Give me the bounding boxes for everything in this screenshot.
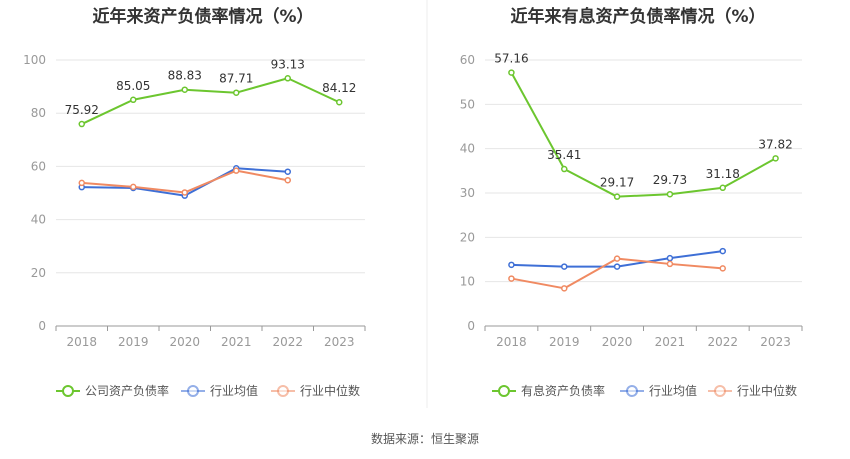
series-industry-median-point[interactable] [666, 260, 674, 268]
x-tick-label: 2020 [169, 335, 200, 349]
data-label: 29.17 [600, 176, 634, 190]
series-industry-median-point[interactable] [719, 265, 726, 272]
series-industry-mean-point[interactable] [719, 247, 726, 255]
chart-title: 近年来资产负债率情况（%） [92, 6, 313, 27]
y-tick-label: 100 [23, 53, 46, 67]
x-tick-label: 2021 [655, 335, 686, 349]
legend-item-series-industry-median[interactable]: 行业中位数 [708, 383, 797, 398]
series-interest-debt-ratio-point[interactable] [613, 193, 621, 200]
y-tick-label: 0 [467, 319, 475, 333]
legend-label: 行业中位数 [300, 383, 360, 398]
x-tick-label: 2022 [707, 335, 738, 349]
chart-panel-debt-ratio: 近年来资产负债率情况（%） 0 20 40 60 80 100 2018 2019 2020 202… [23, 6, 366, 398]
legend-swatch-marker [626, 385, 638, 397]
legend-item-series-industry-mean[interactable]: 行业均值 [181, 383, 258, 398]
series-company-debt-ratio-line [81, 77, 340, 125]
legend-label: 公司资产负债率 [85, 383, 169, 398]
series-industry-median-point[interactable] [613, 255, 621, 262]
y-tick-label: 40 [31, 213, 46, 227]
source-label: 数据来源：恒生聚源 [371, 431, 479, 446]
data-label: 88.83 [168, 69, 202, 83]
series-industry-median-point[interactable] [78, 179, 85, 187]
y-tick-label: 60 [460, 53, 475, 67]
legend-item-series-industry-mean[interactable]: 行业均值 [620, 383, 697, 398]
data-label: 75.92 [65, 103, 99, 117]
y-tick-label: 30 [460, 186, 475, 200]
x-tick-label: 2021 [221, 335, 252, 349]
series-company-debt-ratio-point[interactable] [336, 98, 343, 106]
x-tick-label: 2022 [272, 335, 303, 349]
legend-swatch-marker [277, 385, 289, 397]
chart-title: 近年来有息资产负债率情况（%） [510, 6, 765, 27]
legend-item-series-interest-debt-ratio[interactable]: 有息资产负债率 [492, 383, 605, 398]
legend-item-series-industry-median[interactable]: 行业中位数 [271, 383, 360, 398]
series-industry-median-line [511, 257, 723, 290]
series-industry-median-line [81, 169, 288, 194]
x-tick-label: 2020 [602, 335, 633, 349]
x-tick-label: 2018 [66, 335, 97, 349]
legend-swatch-marker [714, 385, 726, 397]
legend-label: 行业中位数 [737, 383, 797, 398]
y-tick-label: 20 [31, 266, 46, 280]
series-company-debt-ratio-point[interactable] [78, 120, 85, 128]
data-label: 84.12 [322, 81, 356, 95]
x-tick-label: 2018 [496, 335, 527, 349]
legend-label: 有息资产负债率 [521, 383, 605, 398]
x-tick-label: 2019 [118, 335, 149, 349]
series-industry-mean-point[interactable] [666, 254, 674, 262]
series-company-debt-ratio-point[interactable] [181, 86, 188, 93]
series-industry-median-point[interactable] [130, 183, 137, 191]
data-label: 57.16 [494, 52, 528, 66]
series-industry-mean-point[interactable] [561, 263, 568, 270]
series-industry-mean-point[interactable] [508, 261, 515, 269]
series-industry-mean-point[interactable] [613, 263, 621, 270]
data-label: 29.73 [653, 173, 687, 187]
series-interest-debt-ratio-point[interactable] [719, 184, 726, 192]
y-tick-label: 10 [460, 275, 475, 289]
data-label: 37.82 [758, 137, 792, 151]
series-industry-median-point[interactable] [508, 275, 515, 282]
y-tick-label: 60 [31, 159, 46, 173]
data-label: 31.18 [706, 167, 740, 181]
series-interest-debt-ratio-line [510, 72, 777, 198]
legend-swatch-marker [187, 385, 199, 397]
series-industry-median-point[interactable] [284, 176, 291, 184]
series-industry-median-point[interactable] [561, 285, 568, 292]
y-tick-label: 0 [38, 319, 46, 333]
legend-label: 行业均值 [649, 383, 697, 398]
x-tick-label: 2023 [760, 335, 791, 349]
chart-panel-interest-debt-ratio: 近年来有息资产负债率情况（%） 0 10 20 30 40 50 60 2018 2019 2020… [460, 6, 803, 398]
x-tick-label: 2019 [549, 335, 580, 349]
y-tick-label: 50 [460, 97, 475, 111]
series-interest-debt-ratio-point[interactable] [666, 190, 674, 198]
data-label: 87.71 [219, 72, 253, 86]
series-interest-debt-ratio-point[interactable] [772, 155, 779, 162]
series-company-debt-ratio-point[interactable] [284, 75, 291, 82]
legend-item-series-company-debt-ratio[interactable]: 公司资产负债率 [56, 383, 169, 398]
data-label: 85.05 [116, 79, 150, 93]
y-tick-label: 40 [460, 142, 475, 156]
series-company-debt-ratio-point[interactable] [233, 89, 240, 96]
data-label: 35.41 [547, 148, 581, 162]
legend-label: 行业均值 [210, 383, 258, 398]
series-industry-median-point[interactable] [233, 167, 240, 174]
y-tick-label: 20 [460, 230, 475, 244]
series-industry-median-point[interactable] [181, 189, 188, 196]
series-company-debt-ratio-point[interactable] [130, 96, 137, 104]
series-industry-mean-point[interactable] [284, 168, 291, 175]
data-label: 93.13 [271, 57, 305, 71]
series-interest-debt-ratio-point[interactable] [508, 69, 515, 76]
series-interest-debt-ratio-point[interactable] [561, 165, 568, 173]
y-tick-label: 80 [31, 106, 46, 120]
x-tick-label: 2023 [324, 335, 355, 349]
legend-swatch-marker [62, 385, 74, 397]
legend-swatch-marker [498, 385, 510, 397]
